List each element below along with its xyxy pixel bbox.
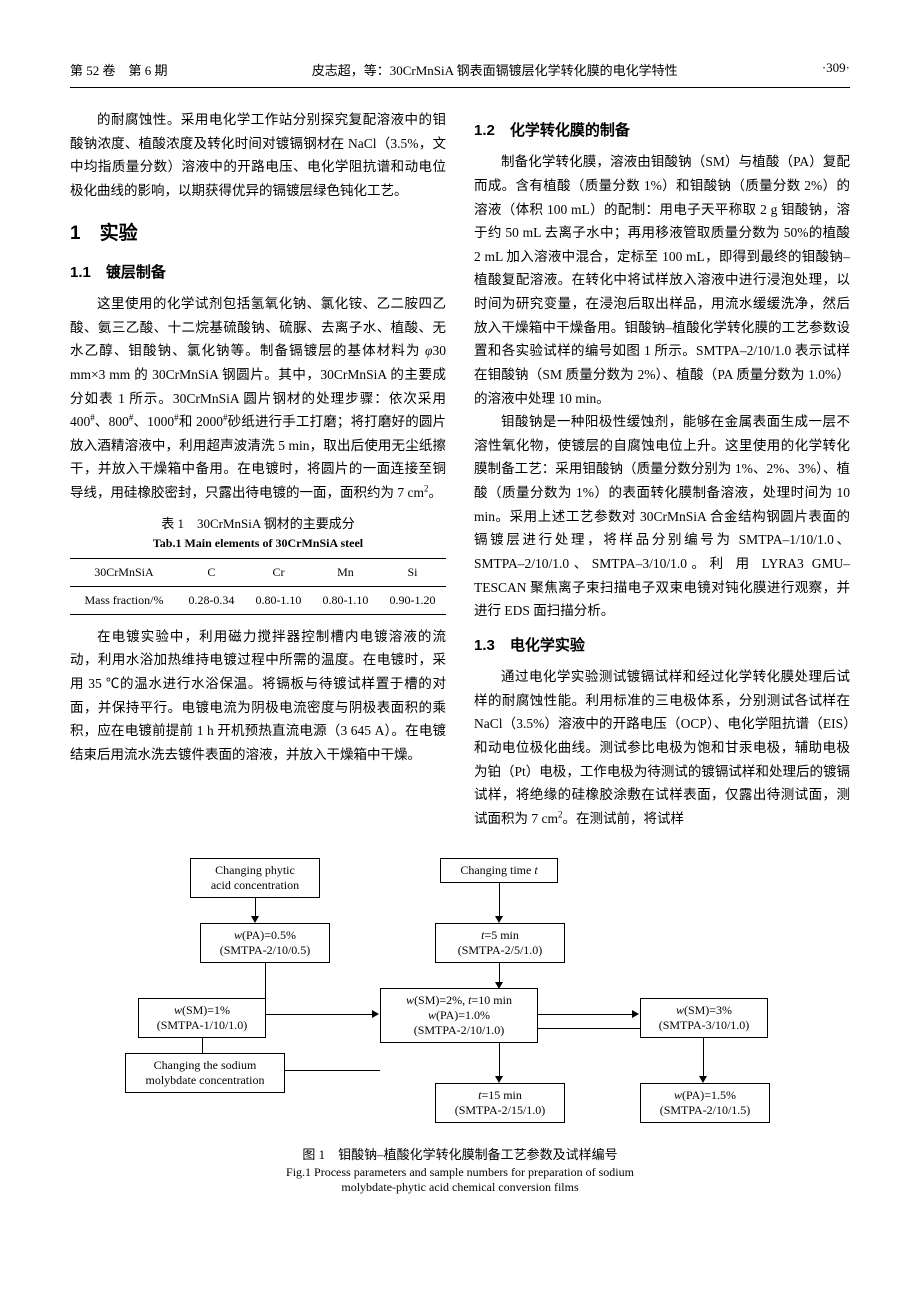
paragraph: 的耐腐蚀性。采用电化学工作站分别探究复配溶液中的钼酸钠浓度、植酸浓度及转化时间对…	[70, 108, 446, 203]
table-header-cell: Si	[379, 558, 446, 586]
header-volume: 第 52 卷 第 6 期	[70, 60, 168, 79]
figure-1-flowchart: Changing phyticacid concentration Changin…	[70, 848, 850, 1138]
table-1-caption-cn: 表 1 30CrMnSiA 钢材的主要成分	[70, 515, 446, 533]
arrow-line	[538, 1014, 634, 1015]
page-header: 第 52 卷 第 6 期 皮志超，等：30CrMnSiA 钢表面镉镀层化学转化膜…	[70, 60, 850, 88]
flow-node-pa15: w(PA)=1.5%(SMTPA-2/10/1.5)	[640, 1083, 770, 1123]
arrow-head-icon	[699, 1076, 707, 1083]
section-heading-1: 1 实验	[70, 217, 446, 250]
paragraph: 这里使用的化学试剂包括氢氧化钠、氯化铵、乙二胺四乙酸、氨三乙酸、十二烷基硫酸钠、…	[70, 292, 446, 505]
table-header-cell: C	[178, 558, 245, 586]
flow-node-chg_sm: Changing the sodiummolybdate concentrati…	[125, 1053, 285, 1093]
flow-node-pa05: w(PA)=0.5%(SMTPA-2/10/0.5)	[200, 923, 330, 963]
arrow-line	[499, 1040, 500, 1078]
arrow-line	[266, 1014, 374, 1015]
paragraph: 钼酸钠是一种阳极性缓蚀剂，能够在金属表面生成一层不溶性氧化物，使镀层的自腐蚀电位…	[474, 410, 850, 623]
flow-node-sm3: w(SM)=3%(SMTPA-3/10/1.0)	[640, 998, 768, 1038]
arrow-line	[499, 878, 500, 918]
paragraph: 制备化学转化膜，溶液由钼酸钠（SM）与植酸（PA）复配而成。含有植酸（质量分数 …	[474, 150, 850, 410]
flow-node-chg_pa: Changing phyticacid concentration	[190, 858, 320, 898]
left-column: 的耐腐蚀性。采用电化学工作站分别探究复配溶液中的钼酸钠浓度、植酸浓度及转化时间对…	[70, 108, 446, 830]
two-column-body: 的耐腐蚀性。采用电化学工作站分别探究复配溶液中的钼酸钠浓度、植酸浓度及转化时间对…	[70, 108, 850, 830]
paragraph: 在电镀实验中，利用磁力搅拌器控制槽内电镀溶液的流动，利用水浴加热维持电镀过程中所…	[70, 625, 446, 767]
flow-node-t15: t=15 min(SMTPA-2/15/1.0)	[435, 1083, 565, 1123]
arrow-head-icon	[251, 916, 259, 923]
table-cell: 0.90-1.20	[379, 586, 446, 614]
right-column: 1.2 化学转化膜的制备 制备化学转化膜，溶液由钼酸钠（SM）与植酸（PA）复配…	[474, 108, 850, 830]
subsection-heading-1-3: 1.3 电化学实验	[474, 633, 850, 659]
table-cell: 0.28-0.34	[178, 586, 245, 614]
arrow-head-icon	[495, 916, 503, 923]
arrow-head-icon	[495, 1076, 503, 1083]
figure-1: Changing phyticacid concentration Changin…	[70, 848, 850, 1194]
table-header-cell: 30CrMnSiA	[70, 558, 178, 586]
table-header-cell: Cr	[245, 558, 312, 586]
table-cell: 0.80-1.10	[245, 586, 312, 614]
subsection-heading-1-1: 1.1 镀层制备	[70, 260, 446, 286]
header-page-number: ·309·	[822, 60, 850, 79]
flow-node-sm1: w(SM)=1%(SMTPA-1/10/1.0)	[138, 998, 266, 1038]
subsection-heading-1-2: 1.2 化学转化膜的制备	[474, 118, 850, 144]
paragraph: 通过电化学实验测试镀镉试样和经过化学转化膜处理后试样的耐腐蚀性能。利用标准的三电…	[474, 665, 850, 830]
table-1-caption-en: Tab.1 Main elements of 30CrMnSiA steel	[70, 533, 446, 554]
table-1: 30CrMnSiA C Cr Mn Si Mass fraction/% 0.2…	[70, 558, 446, 615]
arrow-line	[285, 1070, 380, 1071]
table-cell: 0.80-1.10	[312, 586, 379, 614]
figure-1-caption-en-line1: Fig.1 Process parameters and sample numb…	[70, 1165, 850, 1180]
flow-node-center: w(SM)=2%, t=10 minw(PA)=1.0%(SMTPA-2/10/…	[380, 988, 538, 1043]
flow-node-chg_t: Changing time t	[440, 858, 558, 883]
table-cell: Mass fraction/%	[70, 586, 178, 614]
flow-node-t5: t=5 min(SMTPA-2/5/1.0)	[435, 923, 565, 963]
arrow-head-icon	[632, 1010, 639, 1018]
arrow-head-icon	[372, 1010, 379, 1018]
table-header-cell: Mn	[312, 558, 379, 586]
header-title: 皮志超，等：30CrMnSiA 钢表面镉镀层化学转化膜的电化学特性	[312, 60, 678, 79]
figure-1-caption-en-line2: molybdate-phytic acid chemical conversio…	[70, 1180, 850, 1195]
figure-1-caption-cn: 图 1 钼酸钠–植酸化学转化膜制备工艺参数及试样编号	[70, 1146, 850, 1164]
